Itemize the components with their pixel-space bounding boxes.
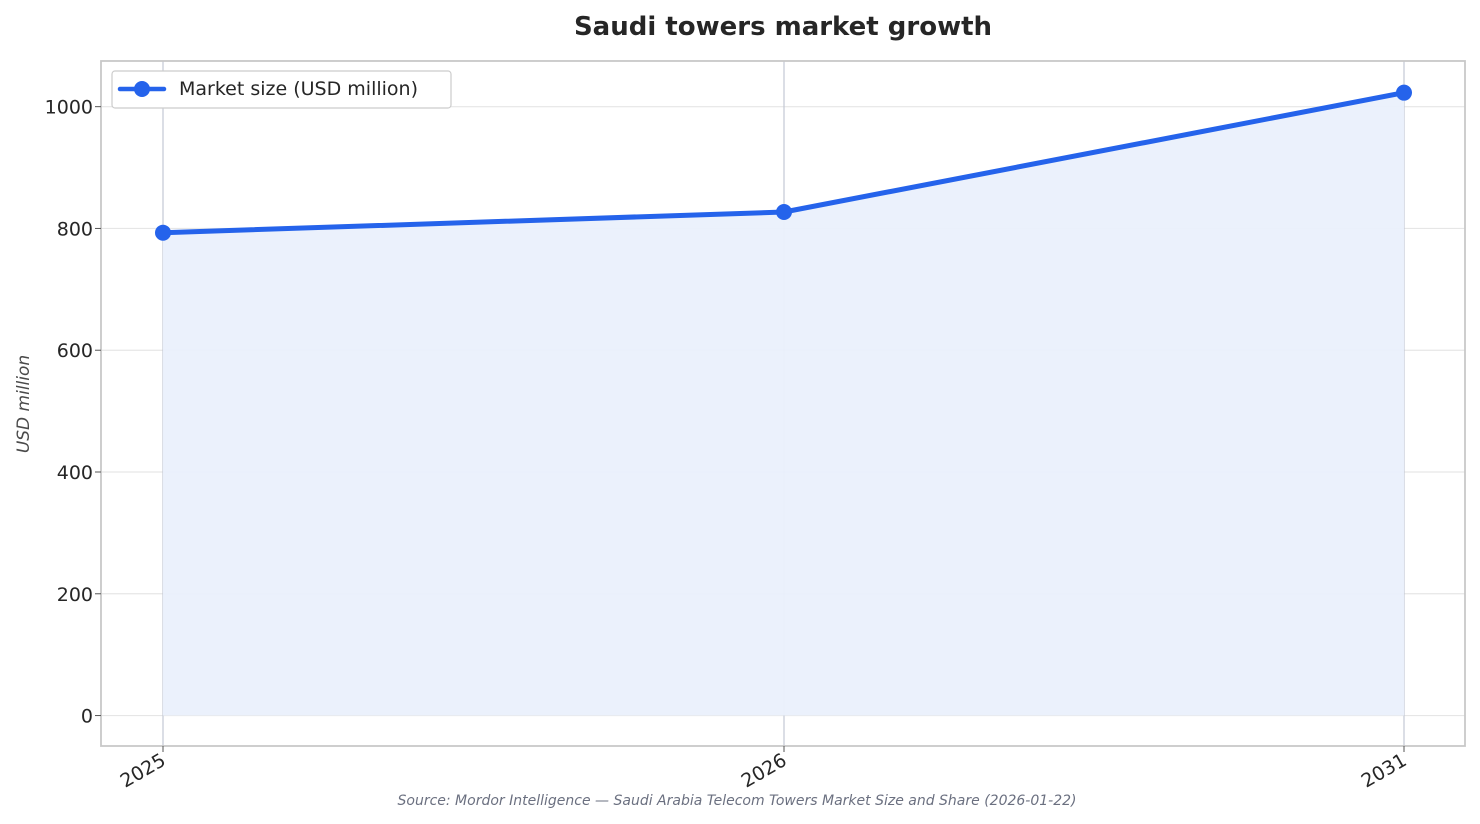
data-point [155, 224, 171, 241]
source-note: Source: Mordor Intelligence — Saudi Arab… [398, 793, 1077, 809]
x-tick-label: 2026 [738, 749, 791, 792]
area-layer [163, 92, 1404, 716]
y-tick-label: 800 [57, 218, 93, 240]
data-point [1396, 84, 1412, 101]
data-point [776, 204, 792, 221]
legend-marker-swatch [134, 81, 150, 97]
chart-title: Saudi towers market growth [574, 12, 992, 42]
plot-frame [100, 60, 1466, 747]
y-tick-label: 1000 [45, 97, 93, 119]
y-tick-label: 200 [57, 584, 93, 606]
y-axis-ticks: 0 200 400 600 800 1000 [45, 97, 101, 728]
legend-box [111, 70, 452, 109]
y-tick-label: 0 [81, 706, 93, 728]
plot-border [100, 60, 1466, 747]
points-layer [155, 84, 1412, 241]
x-axis-ticks: 2025 2026 2031 [117, 746, 1411, 793]
x-tick-label: 2031 [1358, 749, 1411, 792]
x-tick-label: 2025 [117, 749, 170, 792]
series-area [163, 92, 1404, 716]
legend-label: Market size (USD million) [179, 78, 418, 100]
y-axis-label: USD million [14, 355, 34, 453]
y-tick-label: 600 [57, 340, 93, 362]
legend: Market size (USD million) [111, 70, 452, 109]
y-tick-label: 400 [57, 462, 93, 484]
